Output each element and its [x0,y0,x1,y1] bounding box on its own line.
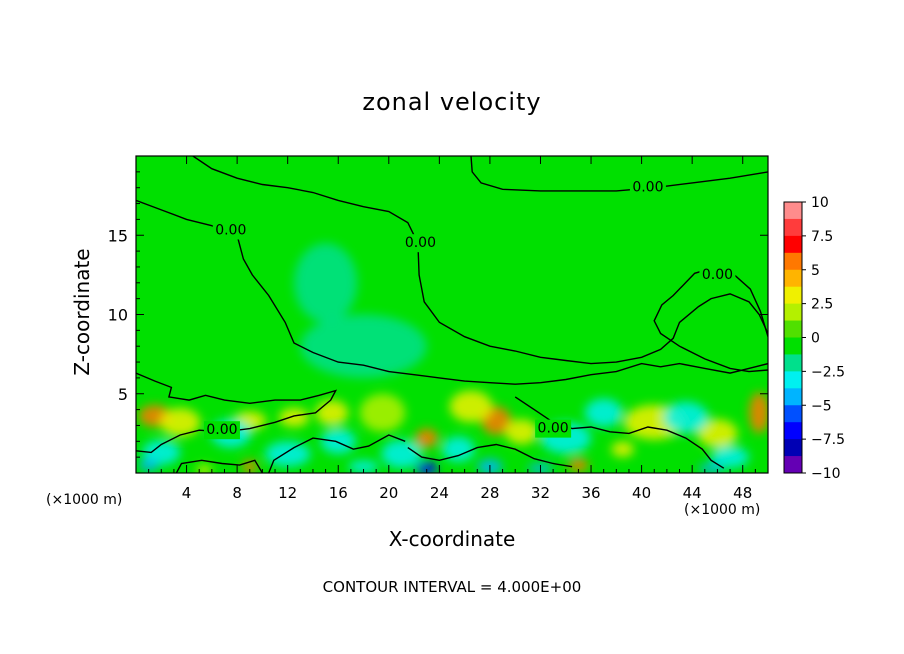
colorbar-segment-5 [784,286,802,305]
heatmap-blob-1 [160,408,201,437]
heatmap-blob-14 [697,419,738,448]
colorbar-tick-label-1: 7.5 [811,229,833,245]
x-axis-label: X-coordinate [388,527,516,551]
heatmap-blob-9 [505,419,538,445]
colorbar-tick-label-8: −10 [811,466,841,482]
colorbar-tick-label-0: 10 [811,195,829,211]
x-tick-label-12: 12 [278,484,297,502]
contour-line-3 [653,267,768,373]
heatmap-blob-34 [300,314,427,378]
heatmap-blob-23 [415,461,439,473]
contour-interval-note: CONTOUR INTERVAL = 4.000E+00 [322,578,582,596]
colorbar-segment-15 [784,456,802,474]
y-axis-label: Z-coordinate [70,248,94,376]
colorbar-tick-label-2: 5 [811,263,820,279]
chart-title: zonal velocity [362,88,542,116]
x-tick-label-16: 16 [329,484,348,502]
contour-line-2 [470,156,768,192]
heatmap-blob-27 [584,398,623,428]
contour-label-bg-4 [203,421,240,440]
colorbar-tick-label-3: 2.5 [811,297,833,313]
colorbar-tick-label-7: −7.5 [811,432,845,448]
x-tick-label-48: 48 [733,484,752,502]
x-tick-label-8: 8 [232,484,242,502]
contour-lines [136,156,768,473]
heatmap-blob-12 [196,465,212,473]
heatmap-blob-21 [320,428,356,454]
x-tick-label-24: 24 [430,484,449,502]
heatmap-blob-6 [415,428,439,448]
heatmap-blob-32 [348,460,379,473]
contour-line-6 [407,443,573,468]
contour-label-bg-5 [535,419,572,438]
y-tick-label-10: 10 [108,306,128,325]
contour-line-0 [136,199,768,385]
x-tick-label-28: 28 [480,484,499,502]
contour-label-3: 0.00 [702,267,733,283]
colorbar-segment-4 [784,269,802,288]
heatmap-blob-17 [142,439,181,466]
x-tick-label-4: 4 [182,484,192,502]
heatmap-blob-33 [294,243,358,323]
heatmap-blob-10 [568,458,589,472]
contour-label-bg-0 [212,221,249,240]
colorbar-tick-label-4: 0 [811,331,820,347]
heatmap-blob-28 [663,401,709,434]
contour-label-0: 0.00 [215,222,246,238]
colorbar-segment-1 [784,218,802,237]
x-unit-left: (×1000 m) [46,492,123,508]
x-unit-right: (×1000 m) [684,502,761,518]
y-tick-label-15: 15 [108,226,128,245]
colorbar-segment-9 [784,354,802,372]
colorbar-segment-6 [784,303,802,322]
contour-line-7 [268,434,406,473]
contour-label-2: 0.00 [632,180,663,196]
contour-label-5: 0.00 [538,421,569,437]
colorbar-segment-14 [784,439,802,457]
colorbar-segment-3 [784,252,802,271]
contour-label-1: 0.00 [405,235,436,251]
y-axis-ticks: 5 10 15 [108,155,768,474]
y-tick-label-5: 5 [118,385,128,404]
x-axis-ticks: 4 8 12 16 20 24 28 32 36 40 44 48 [135,156,769,502]
heatmap-blob-29 [711,446,750,469]
x-tick-label-44: 44 [683,484,702,502]
heatmap-blob-8 [449,390,493,423]
contour-line-1 [192,156,768,365]
heatmap-blob-4 [315,400,349,426]
colorbar-segment-12 [784,405,802,423]
contour-label-bg-1 [402,234,439,253]
colorbar-segment-7 [784,320,802,338]
x-tick-label-32: 32 [531,484,550,502]
x-tick-label-36: 36 [581,484,600,502]
colorbar-segment-11 [784,388,802,406]
colorbar-tick-label-5: −2.5 [811,364,845,380]
heatmap-blob-22 [381,439,422,469]
heatmap-blob-3 [278,408,310,428]
colorbar: 10 7.5 5 2.5 0 −2.5 −5 −7.5 −10 [783,195,845,482]
contour-labels: 0.00 0.00 0.00 0.00 0.00 0.00 [203,178,736,440]
heatmap-blob-20 [264,441,311,467]
heatmap-blob-18 [138,458,159,472]
colorbar-tick-label-6: −5 [811,398,832,414]
contour-label-bg-2 [629,178,666,197]
colorbar-segment-13 [784,422,802,440]
colorbar-segment-8 [784,337,802,355]
heatmap-blob-25 [441,436,475,462]
colorbar-segment-2 [784,235,802,254]
contour-label-4: 0.00 [206,422,237,438]
contour-line-8 [175,459,264,473]
contour-label-bg-3 [699,265,736,284]
heatmap-blob-15 [749,392,768,434]
colorbar-segment-0 [784,202,802,220]
x-tick-label-20: 20 [379,484,398,502]
contour-line-4 [136,372,338,454]
x-tick-label-40: 40 [632,484,651,502]
heatmap-blob-16 [611,441,635,458]
heatmap-blob-30 [698,463,724,473]
colorbar-segment-10 [784,371,802,389]
heatmap-blob-5 [359,393,406,432]
